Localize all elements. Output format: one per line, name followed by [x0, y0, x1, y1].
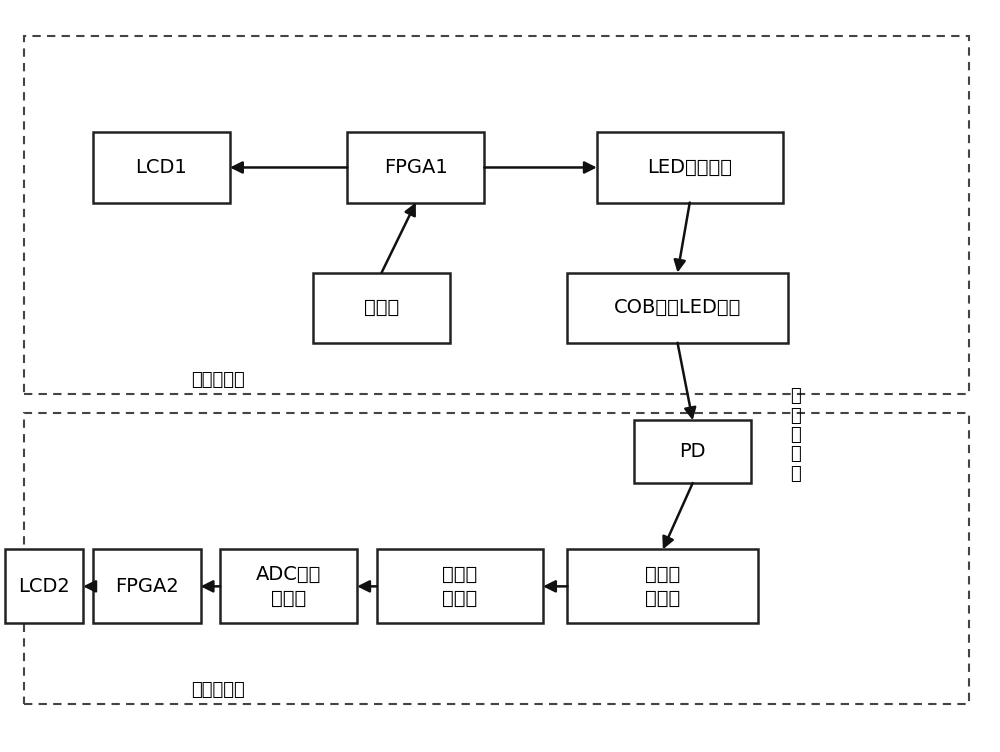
Text: LCD1: LCD1	[136, 158, 187, 177]
FancyBboxPatch shape	[313, 273, 450, 343]
FancyBboxPatch shape	[347, 132, 484, 202]
Text: 传
输
子
系
统: 传 输 子 系 统	[791, 387, 801, 483]
FancyBboxPatch shape	[377, 550, 543, 623]
Text: COB封装LED灯具: COB封装LED灯具	[614, 299, 741, 317]
Text: 发射子系统: 发射子系统	[191, 371, 245, 390]
Text: LED驱动电路: LED驱动电路	[647, 158, 732, 177]
FancyBboxPatch shape	[93, 550, 201, 623]
FancyBboxPatch shape	[634, 420, 751, 483]
FancyBboxPatch shape	[93, 132, 230, 202]
Text: 接收子系统: 接收子系统	[191, 681, 245, 699]
FancyBboxPatch shape	[597, 132, 783, 202]
FancyBboxPatch shape	[567, 273, 788, 343]
Text: FPGA2: FPGA2	[115, 577, 179, 596]
Text: PD: PD	[679, 442, 706, 461]
FancyBboxPatch shape	[220, 550, 357, 623]
Text: LCD2: LCD2	[18, 577, 70, 596]
Text: 前置放
大电路: 前置放 大电路	[645, 565, 680, 608]
FancyBboxPatch shape	[567, 550, 758, 623]
Text: ADC模数
转换器: ADC模数 转换器	[256, 565, 321, 608]
Text: 摄影机: 摄影机	[364, 299, 399, 317]
Text: 后置放
大电路: 后置放 大电路	[442, 565, 477, 608]
Text: FPGA1: FPGA1	[384, 158, 448, 177]
FancyBboxPatch shape	[5, 550, 83, 623]
